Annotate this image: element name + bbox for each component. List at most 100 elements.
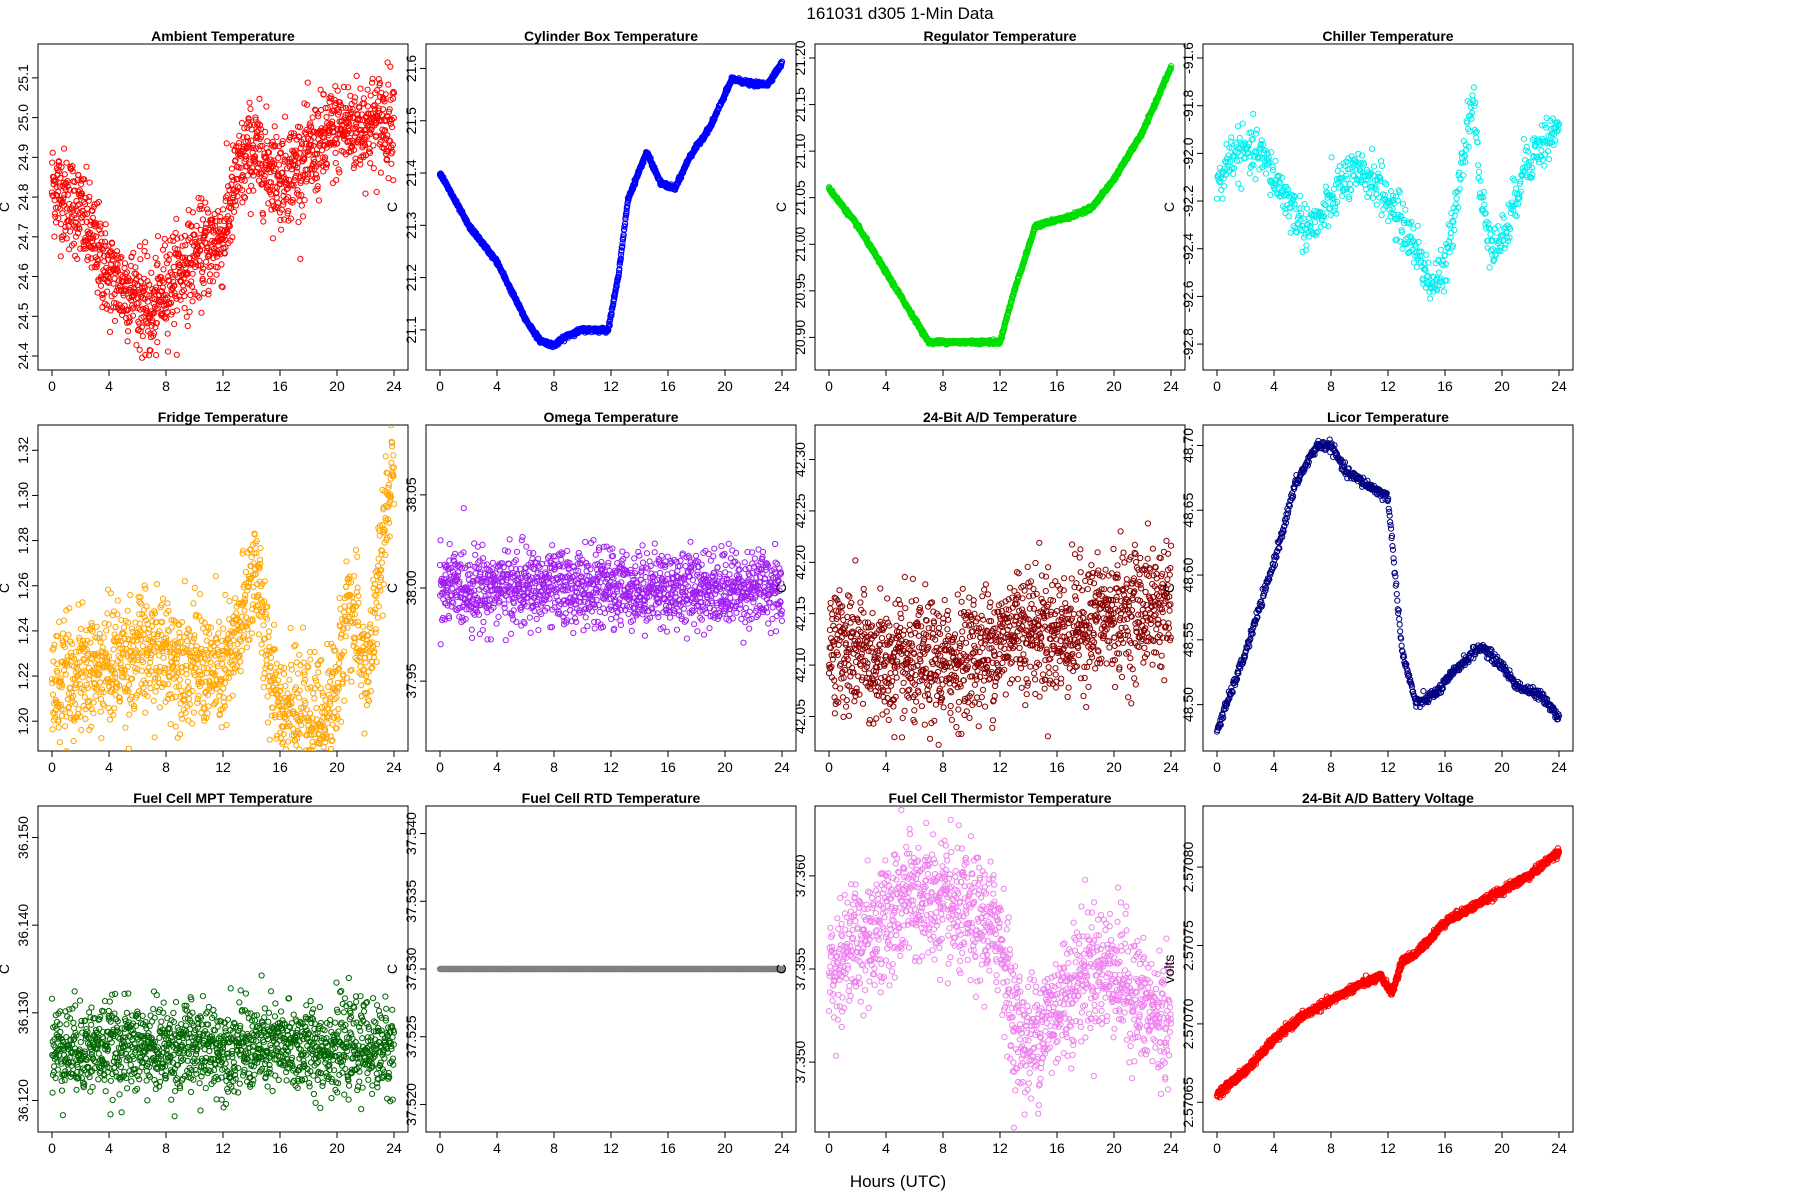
data-point xyxy=(1239,120,1246,127)
data-point xyxy=(1447,234,1454,241)
data-point xyxy=(213,271,220,278)
data-point xyxy=(245,116,252,123)
data-point xyxy=(1377,178,1384,185)
data-point xyxy=(375,76,382,83)
data-point xyxy=(1372,186,1380,193)
data-point xyxy=(181,293,188,300)
data-point xyxy=(1434,287,1441,294)
data-point xyxy=(132,264,139,271)
x-tick-label: 4 xyxy=(1270,378,1278,394)
data-point xyxy=(1405,219,1412,226)
data-point xyxy=(1351,156,1359,163)
data-point xyxy=(173,307,181,314)
data-point xyxy=(1167,66,1174,73)
x-tick-label: 16 xyxy=(1437,378,1453,394)
data-point xyxy=(76,225,83,233)
data-point xyxy=(297,255,304,262)
data-point xyxy=(216,217,223,224)
data-point xyxy=(618,247,625,254)
data-point xyxy=(126,277,134,284)
data-point xyxy=(243,134,250,141)
data-point xyxy=(1233,157,1241,164)
data-point xyxy=(260,218,267,225)
data-point xyxy=(1328,154,1335,161)
data-point xyxy=(57,253,64,260)
data-point xyxy=(298,192,305,199)
data-point xyxy=(365,111,372,118)
data-point xyxy=(117,255,124,262)
data-point xyxy=(366,145,373,152)
data-point xyxy=(142,239,149,246)
data-point xyxy=(101,258,108,265)
data-point xyxy=(1217,178,1224,185)
data-point xyxy=(1449,242,1457,249)
data-point xyxy=(1265,154,1272,161)
data-point xyxy=(1327,211,1334,219)
data-point xyxy=(357,161,364,168)
data-point xyxy=(83,237,90,244)
data-point xyxy=(1412,243,1419,250)
data-point xyxy=(217,213,224,220)
data-point xyxy=(387,63,394,70)
data-point xyxy=(280,201,287,208)
data-point xyxy=(134,327,142,334)
data-point xyxy=(1274,173,1282,180)
data-point xyxy=(377,169,384,176)
data-point xyxy=(121,260,129,267)
data-point xyxy=(1359,152,1366,159)
x-tick-label: 20 xyxy=(1106,378,1122,394)
data-point xyxy=(349,106,356,113)
data-point xyxy=(98,238,105,245)
data-point xyxy=(250,187,257,194)
data-point xyxy=(305,148,312,155)
data-point xyxy=(242,156,249,163)
data-point xyxy=(212,227,220,234)
data-points xyxy=(48,59,398,361)
data-point xyxy=(1462,158,1469,166)
data-point xyxy=(249,164,256,171)
data-point xyxy=(74,255,81,262)
data-point xyxy=(258,133,265,140)
data-point xyxy=(153,320,160,327)
data-point xyxy=(93,220,100,227)
data-point xyxy=(85,197,92,204)
data-point xyxy=(199,275,206,282)
y-tick-label: 21.15 xyxy=(792,87,808,122)
x-tick-label: 24 xyxy=(386,378,402,394)
data-point xyxy=(1389,192,1397,199)
data-point xyxy=(200,280,207,287)
data-point xyxy=(294,187,301,194)
data-point xyxy=(361,141,369,148)
data-point xyxy=(385,81,392,88)
data-point xyxy=(182,242,189,249)
y-axis: -92.8-92.6-92.4-92.2-92.0-91.8-91.6 xyxy=(1180,42,1203,360)
data-point xyxy=(231,147,238,154)
data-point xyxy=(1427,295,1434,302)
data-point xyxy=(1447,222,1454,229)
data-point xyxy=(68,242,76,249)
data-point xyxy=(298,202,305,209)
data-point xyxy=(154,233,162,240)
data-point xyxy=(177,268,184,275)
data-point xyxy=(346,114,354,121)
data-point xyxy=(365,148,373,155)
data-point xyxy=(364,103,371,110)
data-point xyxy=(163,315,170,322)
data-point xyxy=(1334,199,1341,206)
data-point xyxy=(60,195,67,202)
x-axis: 0 4 8 12 16 20 24 xyxy=(1213,370,1567,394)
data-point xyxy=(384,59,391,66)
data-point xyxy=(50,192,57,200)
data-point xyxy=(1408,218,1415,225)
data-point xyxy=(189,270,196,277)
data-point xyxy=(66,246,73,253)
data-point xyxy=(144,298,151,305)
data-point xyxy=(617,255,625,262)
data-point xyxy=(231,208,238,215)
data-point xyxy=(389,124,396,131)
data-point xyxy=(236,132,243,139)
x-tick-label: 0 xyxy=(48,378,56,394)
data-point xyxy=(99,294,106,301)
